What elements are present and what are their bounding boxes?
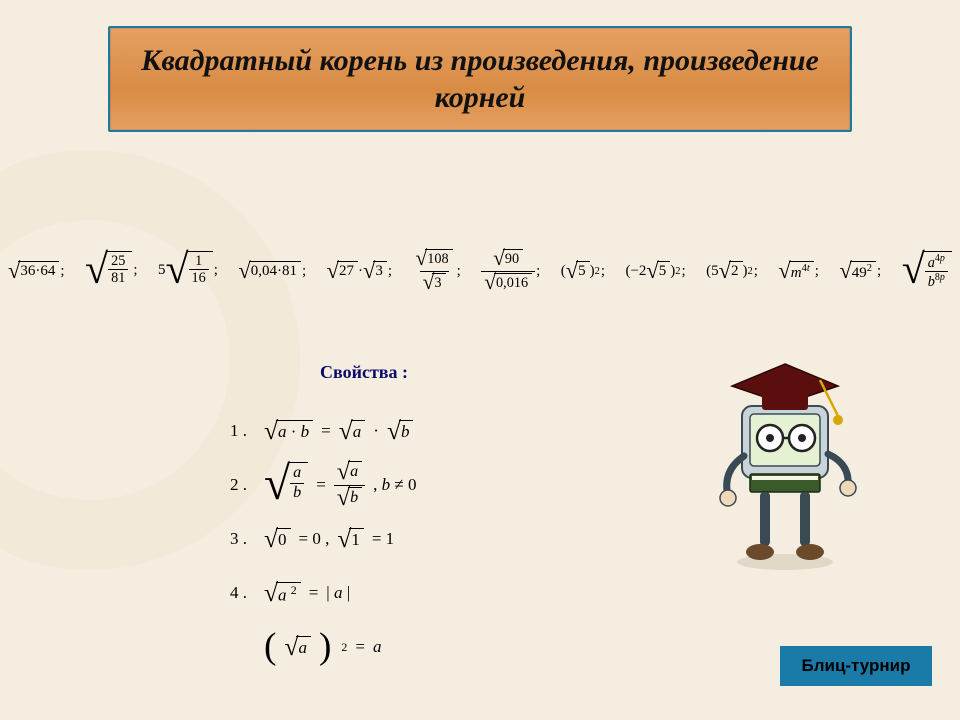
expr-1: √36·64; [8, 261, 66, 281]
prop-num-2: 2 . [230, 475, 256, 495]
prop-row-5: (√a)2 = a [230, 622, 417, 672]
expr-8: (√5)2; [561, 261, 606, 281]
prop-num-3: 3 . [230, 529, 256, 549]
expr-5: √27·√3; [327, 261, 393, 281]
expr-3: 5√116; [158, 251, 219, 291]
expr-11: √m4t; [778, 261, 820, 281]
expr-10: (5√2)2; [706, 261, 759, 281]
expr-7: √90√0,016; [481, 249, 541, 294]
expr-12: √492; [839, 261, 882, 281]
expr-4: √0,04·81; [238, 261, 307, 281]
blitz-button[interactable]: Блиц-турнир [780, 646, 932, 686]
prop-row-1: 1 . √a · b = √a · √b [230, 406, 417, 456]
properties-block: 1 . √a · b = √a · √b 2 . √ab = √a√b , b … [230, 406, 417, 676]
prop-num-4: 4 . [230, 583, 256, 603]
properties-label: Свойства : [320, 362, 408, 383]
prop-row-4: 4 . √a 2 = | a | [230, 568, 417, 618]
page-title: Квадратный корень из произведения, произ… [110, 42, 850, 117]
prop-row-3: 3 . √0 = 0 , √1 = 1 [230, 514, 417, 564]
prop-row-2: 2 . √ab = √a√b , b ≠ 0 [230, 460, 417, 510]
blitz-button-label: Блиц-турнир [801, 656, 910, 676]
prop-num-1: 1 . [230, 421, 256, 441]
expression-row: √36·64; √2581; 5√116; √0,04·81; √27·√3; … [8, 232, 952, 310]
mascot-icon [710, 346, 860, 574]
expr-9: (−2√5)2; [625, 261, 686, 281]
title-panel: Квадратный корень из произведения, произ… [108, 26, 852, 132]
expr-2: √2581; [85, 251, 138, 291]
expr-13: √a4pb8p [902, 251, 952, 291]
expr-6: √108√3; [413, 249, 462, 294]
